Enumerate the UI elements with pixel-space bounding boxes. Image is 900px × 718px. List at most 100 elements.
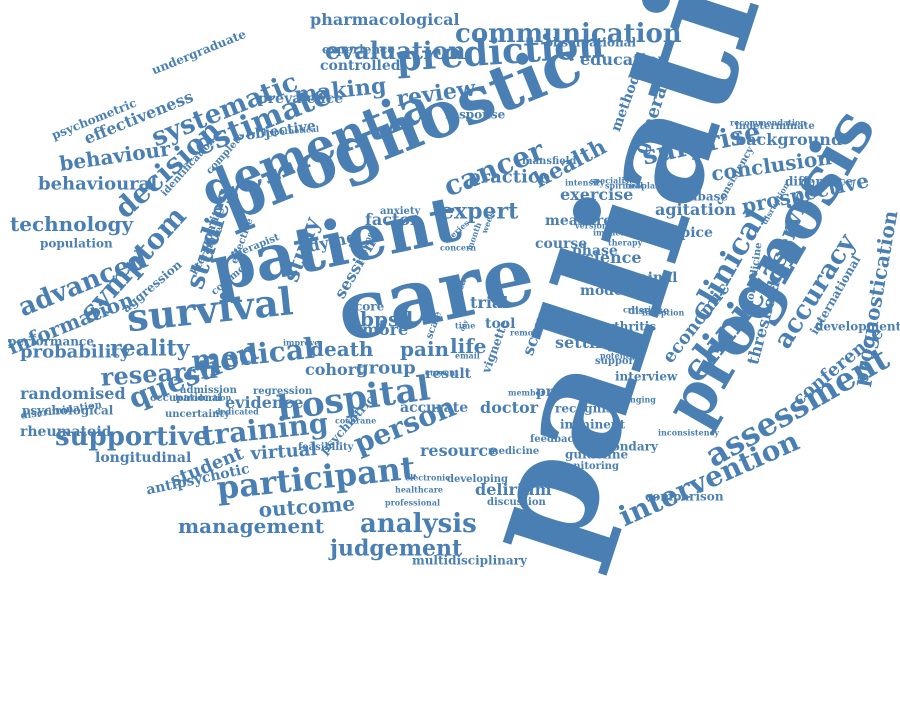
cloud-word: data xyxy=(545,306,575,321)
cloud-word: experience xyxy=(322,42,395,57)
cloud-word: resource xyxy=(420,441,499,461)
cloud-word: member xyxy=(508,387,545,398)
cloud-word: observational xyxy=(545,35,637,50)
cloud-word: feasibility xyxy=(298,442,354,453)
cloud-word: randomised xyxy=(20,384,126,404)
cloud-word: cochrane xyxy=(335,415,377,426)
cloud-word: email xyxy=(455,350,480,361)
cloud-word: longitudinal xyxy=(95,449,192,466)
cloud-word: population xyxy=(40,236,113,251)
cloud-word: agitation xyxy=(655,200,737,220)
cloud-word: version xyxy=(575,220,608,231)
cloud-word: setting xyxy=(555,333,618,353)
cloud-word: improve xyxy=(283,337,320,348)
cloud-word: admission xyxy=(180,385,237,396)
cloud-word: accurate xyxy=(400,399,469,416)
cloud-word: tool xyxy=(485,315,516,332)
cloud-word: measure xyxy=(545,212,613,229)
cloud-word: time xyxy=(455,320,476,331)
cloud-word: regression xyxy=(253,386,313,397)
cloud-word: potential xyxy=(600,350,641,361)
cloud-word: feedback xyxy=(530,434,581,445)
cloud-word: concern xyxy=(440,242,477,253)
cloud-word: delirium xyxy=(475,480,552,500)
cloud-word: rheumatoid xyxy=(20,423,112,440)
cloud-word: bpsd xyxy=(360,307,414,331)
cloud-word: cohort xyxy=(305,360,364,380)
cloud-word: expert xyxy=(440,198,519,225)
cloud-word: imminent xyxy=(560,417,626,432)
cloud-word: evaluation xyxy=(325,35,466,65)
cloud-word: discussion xyxy=(487,497,546,508)
cloud-word: secondary xyxy=(590,439,658,454)
cloud-word: database xyxy=(668,189,729,204)
cloud-word: arthritis xyxy=(600,319,657,334)
cloud-word: neoplasm xyxy=(625,180,669,191)
cloud-word: medicine xyxy=(488,446,540,457)
cloud-word: intensity xyxy=(565,177,605,188)
cloud-word: therapy xyxy=(608,237,643,248)
cloud-word: remote xyxy=(510,327,542,338)
cloud-word: result xyxy=(425,365,472,382)
cloud-word: model xyxy=(580,282,629,299)
cloud-word: inconsistency xyxy=(658,427,720,438)
cloud-word: phase xyxy=(572,242,618,259)
cloud-word: practice xyxy=(468,166,551,188)
cloud-word: communication xyxy=(455,19,682,50)
cloud-word: primary xyxy=(536,383,598,400)
cloud-word: professional xyxy=(385,497,441,508)
cloud-word: dedicated xyxy=(215,406,259,417)
cloud-word: anxiety xyxy=(380,206,421,217)
cloud-word: evidence xyxy=(225,393,304,413)
cloud-word: performance xyxy=(8,334,94,349)
cloud-word: more xyxy=(362,320,409,340)
cloud-word: current xyxy=(425,367,459,378)
cloud-word: difference xyxy=(785,174,854,189)
cloud-word: specialist xyxy=(590,175,633,186)
cloud-word: judgement xyxy=(330,535,463,562)
cloud-word: pharmacological xyxy=(310,10,460,30)
cloud-word: doctor xyxy=(480,398,539,418)
cloud-word: trial xyxy=(470,293,509,313)
cloud-word: psychological xyxy=(22,403,114,418)
cloud-word: disease xyxy=(628,306,670,317)
cloud-word: background xyxy=(735,130,843,150)
cloud-word: recognise xyxy=(555,401,621,416)
cloud-word: pain xyxy=(400,337,450,361)
cloud-word: guideline xyxy=(565,447,629,462)
cloud-word: impact xyxy=(593,227,624,238)
cloud-word: course xyxy=(535,235,588,252)
cloud-word: multidisciplinary xyxy=(412,553,527,568)
cloud-word: life xyxy=(450,334,487,358)
cloud-word: factor xyxy=(365,210,419,230)
cloud-word: group xyxy=(356,357,416,379)
cloud-word: development xyxy=(815,319,900,334)
cloud-word: developing xyxy=(447,474,509,485)
cloud-word: undergraduate xyxy=(149,26,248,78)
cloud-word: healthcare xyxy=(395,484,443,495)
cloud-word: monitoring xyxy=(556,461,619,472)
cloud-word: exercise xyxy=(560,185,634,205)
cloud-word: support xyxy=(595,356,639,367)
cloud-word: hospice xyxy=(653,224,713,241)
cloud-word: prevalence xyxy=(258,90,344,107)
cloud-word: behavioural xyxy=(38,173,158,195)
cloud-word: management xyxy=(178,514,324,538)
cloud-word: uncertainty xyxy=(165,409,230,420)
cloud-word: reality xyxy=(110,335,190,362)
cloud-word: response xyxy=(445,107,506,122)
cloud-word: introduction xyxy=(175,392,232,403)
cloud-word: probability xyxy=(20,341,131,363)
cloud-word: spiritual xyxy=(605,180,644,191)
cloud-word: analysis xyxy=(360,509,477,540)
cloud-word: death xyxy=(310,337,374,361)
cloud-word: indeterminate xyxy=(735,121,815,132)
cloud-word: supportive xyxy=(55,422,210,453)
cloud-word: technology xyxy=(10,212,134,236)
cloud-word: interview xyxy=(615,369,678,384)
cloud-word: comparison xyxy=(645,489,724,504)
cloud-word: recommendation xyxy=(730,117,807,128)
cloud-word: inception xyxy=(642,307,685,318)
cloud-word: mansfield xyxy=(522,156,577,167)
cloud-word: controlled xyxy=(320,57,401,74)
